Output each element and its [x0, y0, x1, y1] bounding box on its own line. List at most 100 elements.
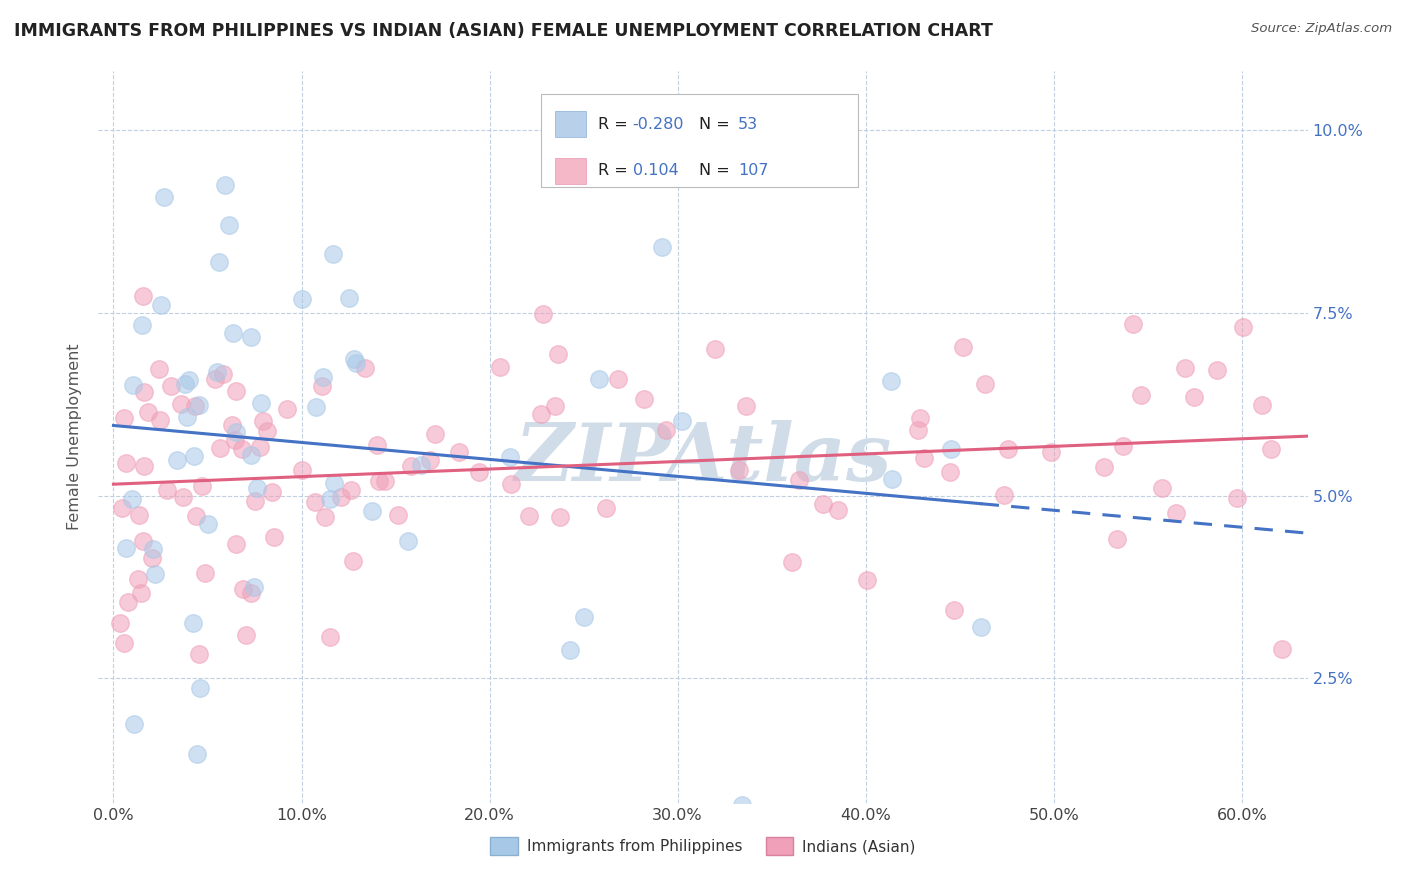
Point	[148, 362, 170, 376]
Point	[260, 484, 283, 499]
Text: Source: ZipAtlas.com: Source: ZipAtlas.com	[1251, 22, 1392, 36]
Point	[703, 342, 725, 356]
Point	[221, 417, 243, 432]
Point	[172, 490, 194, 504]
Point	[304, 495, 326, 509]
Point	[942, 603, 965, 617]
Point	[339, 483, 361, 498]
Text: ZIPAtlas: ZIPAtlas	[515, 420, 891, 498]
Point	[1164, 507, 1187, 521]
Point	[468, 465, 491, 479]
Point	[974, 376, 997, 391]
Point	[239, 585, 262, 599]
Point	[149, 298, 172, 312]
Point	[188, 681, 211, 695]
Point	[366, 438, 388, 452]
Point	[156, 483, 179, 497]
Text: N =: N =	[699, 117, 735, 132]
Point	[519, 509, 541, 524]
Point	[547, 347, 569, 361]
Point	[360, 504, 382, 518]
Text: R =: R =	[598, 163, 633, 178]
Point	[1174, 361, 1197, 376]
Point	[330, 490, 353, 504]
Point	[249, 396, 271, 410]
Point	[343, 352, 366, 367]
Point	[780, 555, 803, 569]
Point	[112, 636, 135, 650]
Point	[728, 463, 751, 477]
Point	[560, 643, 582, 657]
Point	[187, 647, 209, 661]
Point	[323, 476, 346, 491]
Point	[214, 178, 236, 192]
Point	[731, 798, 754, 813]
Point	[187, 398, 209, 412]
Point	[111, 500, 134, 515]
Point	[588, 371, 610, 385]
Point	[498, 450, 520, 464]
Point	[218, 218, 240, 232]
Point	[224, 433, 246, 447]
Point	[291, 292, 314, 306]
Point	[256, 424, 278, 438]
Point	[114, 456, 136, 470]
Text: N =: N =	[699, 163, 735, 178]
Point	[186, 509, 208, 524]
Text: 53: 53	[738, 117, 758, 132]
Point	[225, 425, 247, 440]
Point	[176, 410, 198, 425]
Point	[204, 372, 226, 386]
Point	[225, 384, 247, 399]
Point	[246, 481, 269, 495]
Point	[939, 442, 962, 456]
Text: R =: R =	[598, 117, 633, 132]
Point	[344, 356, 367, 370]
Point	[387, 508, 409, 522]
Point	[184, 399, 207, 413]
Point	[291, 463, 314, 477]
Point	[194, 566, 217, 581]
Point	[232, 582, 254, 596]
Point	[1039, 444, 1062, 458]
Point	[122, 717, 145, 731]
Point	[141, 550, 163, 565]
Point	[1271, 641, 1294, 656]
Point	[651, 240, 673, 254]
Point	[311, 379, 333, 393]
Point	[499, 476, 522, 491]
Point	[1226, 491, 1249, 506]
Point	[160, 379, 183, 393]
Point	[191, 478, 214, 492]
Point	[374, 475, 396, 489]
Point	[419, 453, 441, 467]
Point	[1092, 459, 1115, 474]
Point	[912, 451, 935, 466]
Point	[1232, 320, 1254, 334]
Point	[572, 609, 595, 624]
Point	[1130, 388, 1153, 402]
Point	[337, 291, 360, 305]
Point	[907, 423, 929, 437]
Point	[132, 288, 155, 302]
Point	[811, 497, 834, 511]
Point	[132, 534, 155, 549]
Point	[595, 501, 617, 516]
Point	[183, 616, 205, 631]
Point	[342, 554, 364, 568]
Point	[110, 616, 132, 631]
Point	[132, 384, 155, 399]
Point	[855, 573, 877, 587]
Point	[531, 307, 554, 321]
Point	[880, 473, 903, 487]
Point	[319, 630, 342, 644]
Point	[263, 530, 285, 544]
Point	[1206, 363, 1229, 377]
Point	[208, 255, 231, 269]
Point	[152, 189, 174, 203]
Point	[939, 465, 962, 479]
Point	[252, 414, 274, 428]
Point	[399, 458, 422, 473]
Point	[530, 407, 553, 421]
Point	[142, 541, 165, 556]
